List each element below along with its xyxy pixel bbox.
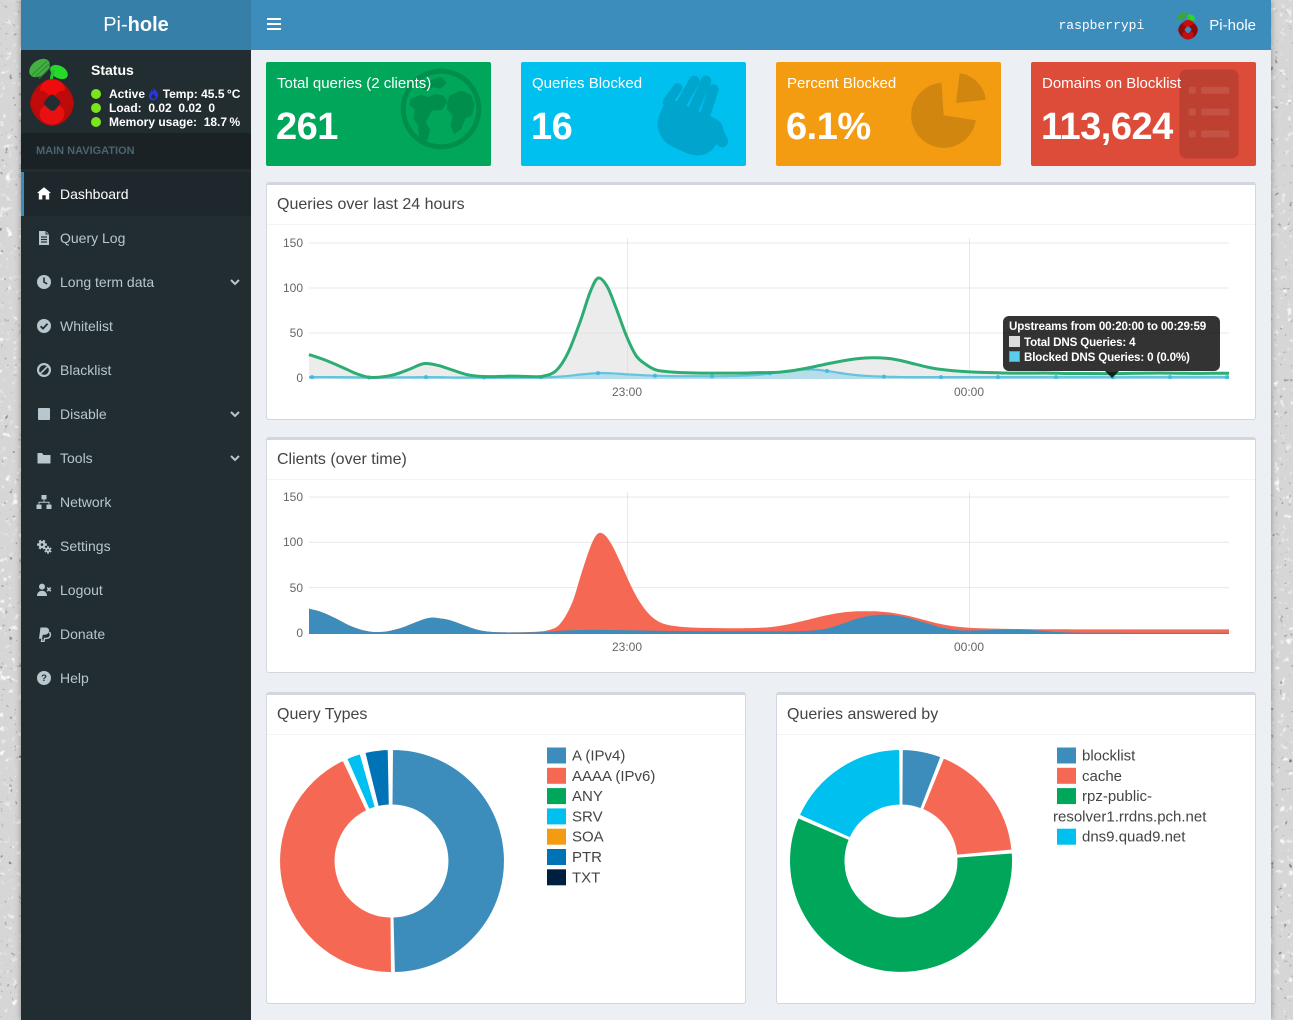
svg-text:00:00: 00:00 [954,640,984,654]
svg-text:50: 50 [290,581,304,595]
svg-text:100: 100 [283,535,303,549]
svg-text:resolver1.rrdns.pch.net: resolver1.rrdns.pch.net [1053,808,1207,825]
svg-text:150: 150 [283,490,303,504]
svg-text:23:00: 23:00 [612,640,642,654]
svg-text:0: 0 [296,371,303,385]
svg-text:ANY: ANY [572,788,603,805]
svg-text:AAAA (IPv6): AAAA (IPv6) [572,768,655,785]
svg-text:PTR: PTR [572,849,602,866]
svg-text:rpz-public-: rpz-public- [1082,788,1152,805]
svg-text:SOA: SOA [572,829,604,846]
svg-text:00:00: 00:00 [954,385,984,399]
svg-text:23:00: 23:00 [612,385,642,399]
svg-text:SRV: SRV [572,808,603,825]
svg-text:150: 150 [283,236,303,250]
svg-text:TXT: TXT [572,869,600,886]
svg-text:50: 50 [290,326,304,340]
svg-text:dns9.quad9.net: dns9.quad9.net [1082,829,1186,846]
svg-text:100: 100 [283,281,303,295]
svg-text:?: ? [41,673,47,684]
svg-text:A (IPv4): A (IPv4) [572,748,625,765]
svg-text:blocklist: blocklist [1082,748,1136,765]
svg-text:0: 0 [296,626,303,640]
svg-text:cache: cache [1082,768,1122,785]
